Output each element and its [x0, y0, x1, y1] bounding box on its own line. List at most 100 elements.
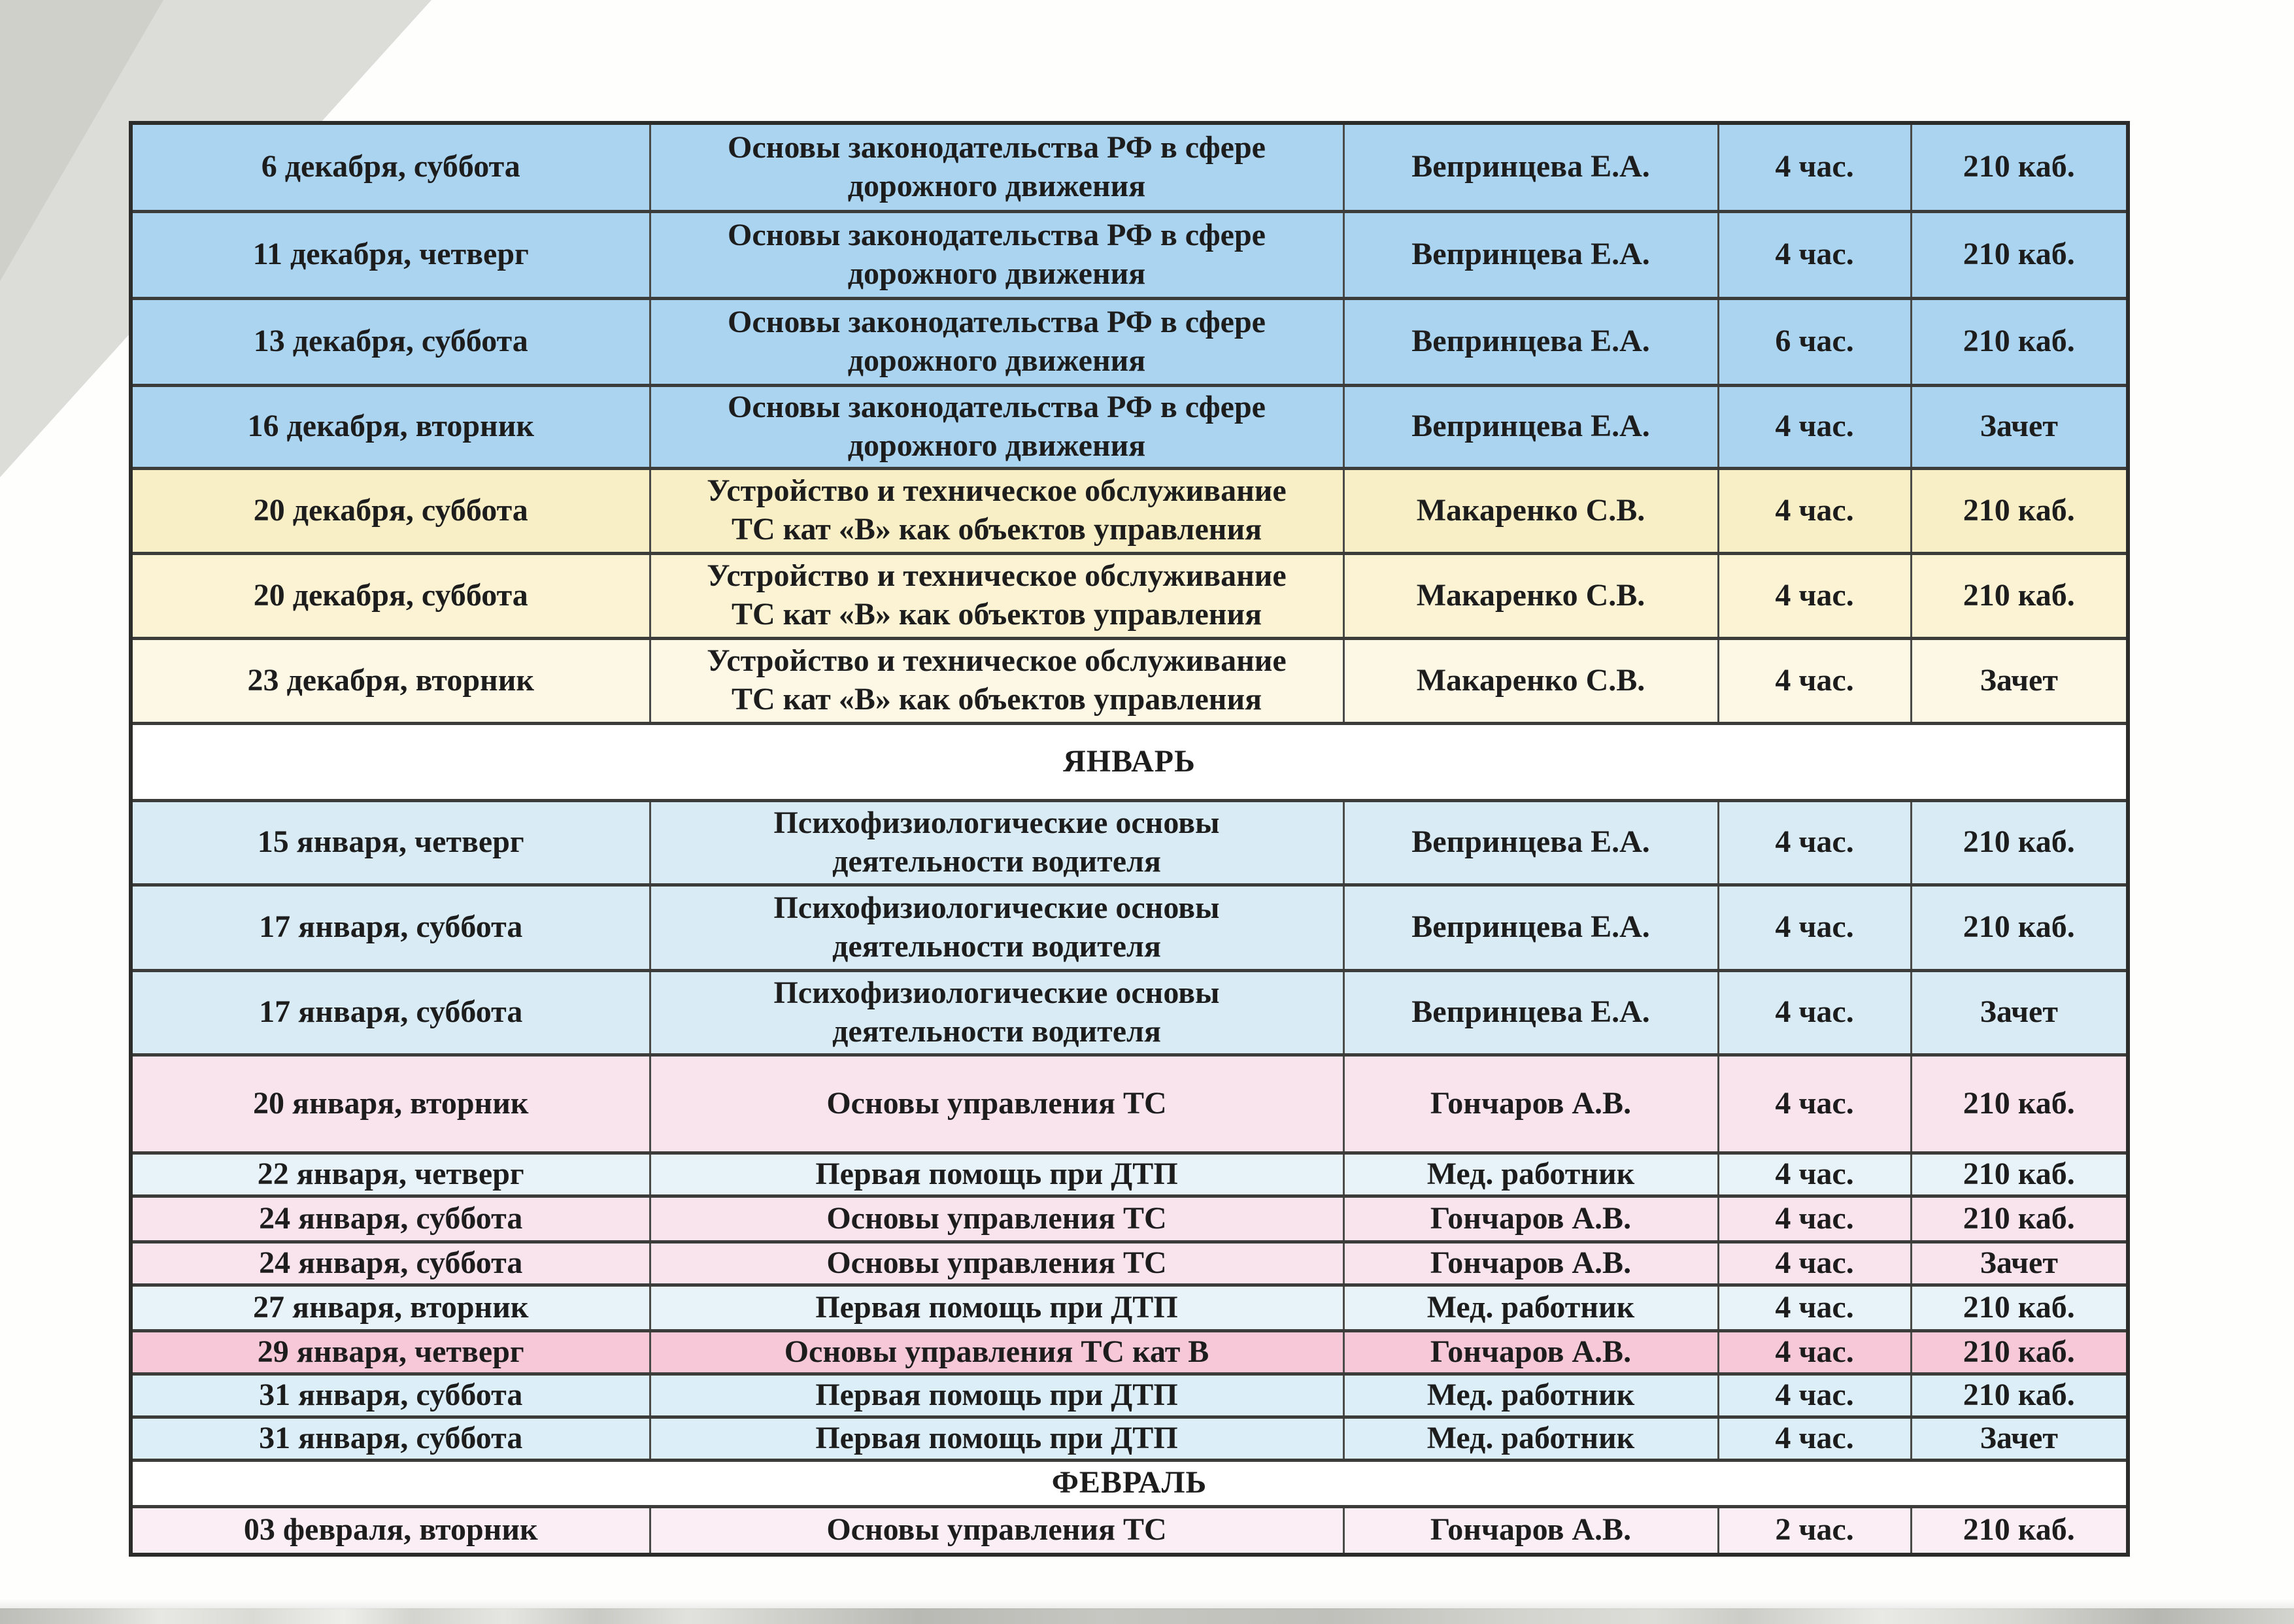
table-row: 13 декабря, суббота Основы законодательст… [129, 296, 2129, 387]
subject-cell: Основы управления ТС [649, 1053, 1345, 1155]
date-cell: 20 января, вторник [129, 1053, 651, 1155]
subject-cell: Первая помощь при ДТП [649, 1151, 1345, 1198]
hours-cell: 4 час. [1717, 209, 1912, 300]
subject-cell: Основы законодательства РФ в сфере дорожн… [649, 209, 1345, 300]
date-cell: 29 января, четверг [129, 1328, 651, 1376]
date-cell: 6 декабря, суббота [129, 121, 651, 213]
room-cell: 210 каб. [1910, 1283, 2129, 1332]
date-cell: 20 декабря, суббота [129, 466, 651, 555]
hours-cell: 6 час. [1717, 296, 1912, 387]
scan-edge-artifact [0, 1608, 2294, 1624]
subject-cell: Психофизиологические основы деятельности … [649, 798, 1345, 887]
subject-cell: Основы законодательства РФ в сфере дорожн… [649, 383, 1345, 470]
date-cell: 31 января, суббота [129, 1372, 651, 1419]
hours-cell: 4 час. [1717, 1415, 1912, 1462]
date-cell: 31 января, суббота [129, 1415, 651, 1462]
room-cell: 210 каб. [1910, 1372, 2129, 1419]
hours-cell: 4 час. [1717, 1194, 1912, 1243]
room-cell: 210 каб. [1910, 209, 2129, 300]
teacher-cell: Макаренко С.В. [1342, 551, 1719, 640]
teacher-cell: Мед. работник [1342, 1151, 1719, 1198]
table-row: 31 января, суббота Первая помощь при ДТП М… [129, 1415, 2129, 1462]
table-row: 22 января, четверг Первая помощь при ДТП М… [129, 1151, 2129, 1198]
subject-cell: Основы управления ТС кат В [649, 1328, 1345, 1376]
date-cell: 22 января, четверг [129, 1151, 651, 1198]
subject-cell: Устройство и техническое обслуживание ТС … [649, 636, 1345, 725]
teacher-cell: Гончаров А.В. [1342, 1194, 1719, 1243]
hours-cell: 4 час. [1717, 1151, 1912, 1198]
teacher-cell: Мед. работник [1342, 1415, 1719, 1462]
teacher-cell: Макаренко С.В. [1342, 636, 1719, 725]
table-row: 27 января, вторник Первая помощь при ДТП М… [129, 1283, 2129, 1332]
room-cell: 210 каб. [1910, 121, 2129, 213]
date-cell: 23 декабря, вторник [129, 636, 651, 725]
room-cell: 210 каб. [1910, 1053, 2129, 1155]
teacher-cell: Вепринцева Е.А. [1342, 798, 1719, 887]
teacher-cell: Мед. работник [1342, 1283, 1719, 1332]
room-cell: Зачет [1910, 1415, 2129, 1462]
hours-cell: 4 час. [1717, 1328, 1912, 1376]
subject-cell: Устройство и техническое обслуживание ТС … [649, 551, 1345, 640]
teacher-cell: Гончаров А.В. [1342, 1053, 1719, 1155]
room-cell: 210 каб. [1910, 296, 2129, 387]
scan-edge-haze [0, 1599, 2294, 1610]
hours-cell: 4 час. [1717, 1053, 1912, 1155]
table-row: 17 января, суббота Психофизиологические о… [129, 968, 2129, 1057]
table-row: 23 декабря, вторник Устройство и техничес… [129, 636, 2129, 725]
table-row: 24 января, суббота Основы управления ТС Го… [129, 1194, 2129, 1243]
hours-cell: 4 час. [1717, 383, 1912, 470]
hours-cell: 2 час. [1717, 1504, 1912, 1557]
subject-cell: Первая помощь при ДТП [649, 1415, 1345, 1462]
hours-cell: 4 час. [1717, 636, 1912, 725]
date-cell: 15 января, четверг [129, 798, 651, 887]
hours-cell: 4 час. [1717, 883, 1912, 972]
subject-cell: Основы управления ТС [649, 1194, 1345, 1243]
subject-cell: Психофизиологические основы деятельности … [649, 968, 1345, 1057]
teacher-cell: Мед. работник [1342, 1372, 1719, 1419]
table-row: 6 декабря, суббота Основы законодательств… [129, 121, 2129, 213]
month-header: ЯНВАРЬ [129, 721, 2129, 802]
room-cell: Зачет [1910, 383, 2129, 470]
teacher-cell: Вепринцева Е.А. [1342, 296, 1719, 387]
teacher-cell: Вепринцева Е.А. [1342, 209, 1719, 300]
table-row: 17 января, суббота Психофизиологические о… [129, 883, 2129, 972]
subject-cell: Первая помощь при ДТП [649, 1283, 1345, 1332]
room-cell: Зачет [1910, 636, 2129, 725]
room-cell: Зачет [1910, 1240, 2129, 1287]
teacher-cell: Гончаров А.В. [1342, 1504, 1719, 1557]
room-cell: 210 каб. [1910, 1151, 2129, 1198]
date-cell: 17 января, суббота [129, 968, 651, 1057]
table-row: 20 декабря, суббота Устройство и техничес… [129, 466, 2129, 555]
subject-cell: Основы управления ТС [649, 1240, 1345, 1287]
date-cell: 24 января, суббота [129, 1240, 651, 1287]
subject-cell: Устройство и техническое обслуживание ТС … [649, 466, 1345, 555]
table-row: 29 января, четверг Основы управления ТС к… [129, 1328, 2129, 1376]
teacher-cell: Вепринцева Е.А. [1342, 968, 1719, 1057]
teacher-cell: Гончаров А.В. [1342, 1240, 1719, 1287]
table-row: 20 января, вторник Основы управления ТС Го… [129, 1053, 2129, 1155]
subject-cell: Основы законодательства РФ в сфере дорожн… [649, 121, 1345, 213]
table-row: 24 января, суббота Основы управления ТС Го… [129, 1240, 2129, 1287]
subject-cell: Первая помощь при ДТП [649, 1372, 1345, 1419]
date-cell: 16 декабря, вторник [129, 383, 651, 470]
teacher-cell: Вепринцева Е.А. [1342, 383, 1719, 470]
room-cell: 210 каб. [1910, 551, 2129, 640]
hours-cell: 4 час. [1717, 121, 1912, 213]
table-row: 31 января, суббота Первая помощь при ДТП М… [129, 1372, 2129, 1419]
date-cell: 11 декабря, четверг [129, 209, 651, 300]
hours-cell: 4 час. [1717, 1372, 1912, 1419]
subject-cell: Основы законодательства РФ в сфере дорожн… [649, 296, 1345, 387]
table-row: 03 февраля, вторник Основы управления ТС Г… [129, 1504, 2129, 1557]
table-row: 20 декабря, суббота Устройство и техничес… [129, 551, 2129, 640]
hours-cell: 4 час. [1717, 551, 1912, 640]
table-row: 11 декабря, четверг Основы законодательст… [129, 209, 2129, 300]
teacher-cell: Гончаров А.В. [1342, 1328, 1719, 1376]
hours-cell: 4 час. [1717, 968, 1912, 1057]
table-row: 16 декабря, вторник Основы законодательст… [129, 383, 2129, 470]
room-cell: 210 каб. [1910, 1328, 2129, 1376]
date-cell: 20 декабря, суббота [129, 551, 651, 640]
room-cell: 210 каб. [1910, 883, 2129, 972]
hours-cell: 4 час. [1717, 1240, 1912, 1287]
room-cell: 210 каб. [1910, 798, 2129, 887]
